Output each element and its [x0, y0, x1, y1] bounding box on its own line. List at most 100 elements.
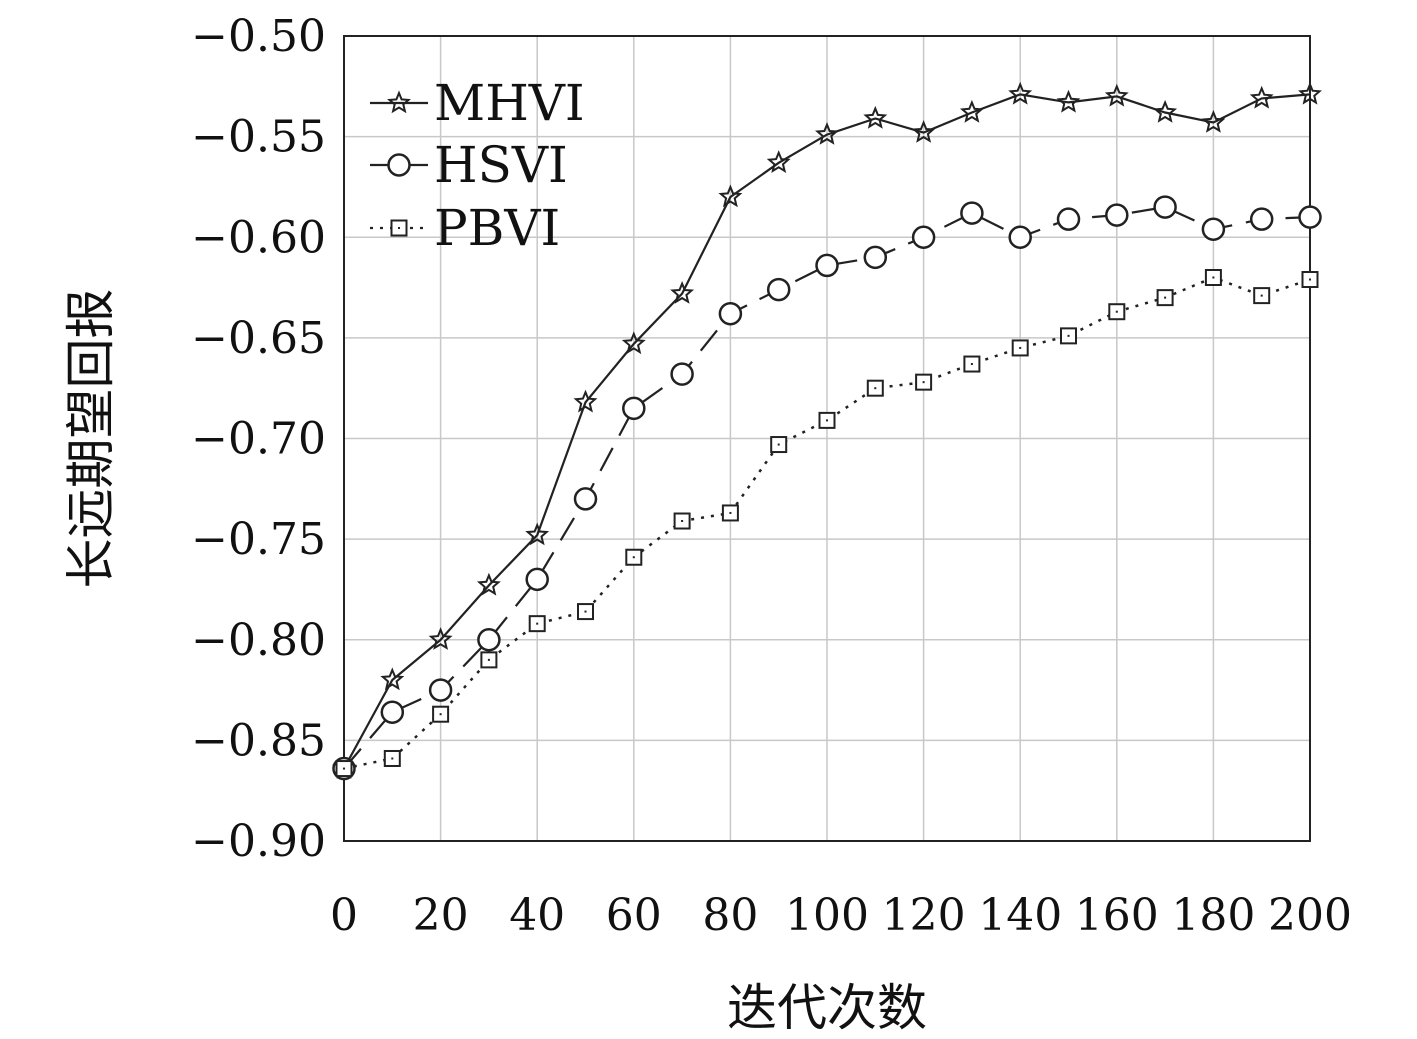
data-point-pbvi — [673, 512, 691, 530]
square-marker-dot — [1260, 294, 1263, 297]
data-point-hsvi — [1008, 225, 1032, 249]
x-tick-label: 60 — [606, 890, 662, 941]
x-tick-label: 180 — [1171, 890, 1255, 941]
y-tick-label: −0.80 — [191, 615, 326, 666]
data-point-hsvi — [573, 487, 598, 511]
square-marker-dot — [632, 556, 635, 559]
data-point-pbvi — [963, 355, 981, 373]
square-marker-dot — [536, 622, 539, 625]
data-point-mhvi — [1249, 85, 1274, 109]
x-tick-label: 0 — [330, 890, 358, 941]
data-point-pbvi — [1253, 287, 1271, 305]
data-point-mhvi — [1298, 81, 1322, 105]
data-point-pbvi — [1204, 269, 1222, 286]
square-marker-dot — [729, 511, 732, 514]
legend-label-mhvi: MHVI — [434, 74, 585, 132]
data-point-pbvi — [625, 548, 643, 566]
y-tick-label: −0.75 — [191, 514, 326, 565]
data-point-hsvi — [1298, 205, 1322, 229]
square-marker-dot — [398, 227, 400, 229]
data-point-hsvi — [960, 201, 984, 225]
data-point-hsvi — [911, 225, 936, 249]
data-point-pbvi — [1011, 339, 1029, 357]
data-point-pbvi — [721, 504, 739, 522]
series-layer — [332, 81, 1322, 781]
square-marker-dot — [1212, 276, 1215, 279]
square-marker-dot — [681, 520, 684, 523]
data-point-mhvi — [380, 667, 405, 691]
data-point-mhvi — [525, 522, 550, 546]
square-marker-dot — [970, 363, 973, 366]
data-point-hsvi — [622, 396, 646, 421]
data-point-pbvi — [528, 615, 546, 633]
data-point-pbvi — [577, 603, 594, 621]
data-point-mhvi — [1008, 81, 1033, 105]
square-marker-dot — [777, 443, 780, 446]
y-axis-title: 长远期望回报 — [62, 289, 120, 589]
y-tick-label: −0.85 — [191, 715, 326, 766]
square-marker-dot — [826, 419, 828, 422]
square-marker-dot — [343, 767, 345, 770]
square-marker-dot — [1115, 310, 1118, 313]
plot-area — [343, 35, 1311, 842]
x-tick-label: 200 — [1268, 890, 1352, 941]
series-line-mhvi — [343, 93, 1311, 770]
data-point-mhvi — [863, 105, 888, 129]
data-point-mhvi — [670, 280, 695, 304]
data-point-hsvi — [1153, 195, 1177, 219]
y-tick-label: −0.70 — [191, 414, 326, 465]
square-marker-dot — [487, 658, 490, 661]
data-point-mhvi — [573, 389, 598, 413]
data-point-mhvi — [959, 99, 984, 123]
data-point-hsvi — [863, 245, 888, 270]
y-tick-label: −0.65 — [191, 313, 326, 364]
x-axis-title: 迭代次数 — [727, 979, 927, 1037]
data-point-hsvi — [718, 301, 743, 326]
x-tick-label: 20 — [413, 890, 469, 941]
data-point-pbvi — [335, 760, 353, 778]
y-tick-label: −0.55 — [191, 112, 326, 163]
data-point-pbvi — [1060, 327, 1077, 345]
data-point-pbvi — [818, 411, 836, 429]
y-tick-label: −0.50 — [191, 11, 326, 62]
series-line-hsvi — [343, 205, 1311, 770]
data-point-hsvi — [428, 678, 453, 702]
data-point-mhvi — [1056, 89, 1081, 113]
data-point-pbvi — [383, 749, 401, 767]
x-tick-label: 160 — [1075, 890, 1159, 941]
x-tick-label: 80 — [702, 890, 758, 941]
square-marker-dot — [874, 387, 877, 390]
data-point-hsvi — [815, 253, 839, 278]
data-point-pbvi — [1108, 303, 1126, 321]
data-point-hsvi — [525, 567, 549, 592]
legend-marker-mhvi — [387, 90, 411, 114]
data-point-pbvi — [1301, 271, 1319, 289]
x-tick-label: 140 — [978, 890, 1062, 941]
data-point-mhvi — [1104, 83, 1129, 107]
x-axis: 0 20 40 60 80 100 120 140 160 180 200 — [330, 890, 1352, 941]
data-point-mhvi — [1153, 99, 1178, 123]
y-tick-label: −0.90 — [191, 816, 326, 867]
data-point-mhvi — [815, 121, 839, 145]
x-tick-label: 120 — [882, 890, 966, 941]
data-point-mhvi — [1201, 109, 1226, 133]
data-point-mhvi — [476, 572, 501, 596]
square-marker-dot — [584, 610, 587, 613]
data-point-mhvi — [428, 627, 453, 650]
square-marker-dot — [439, 713, 442, 716]
x-tick-label: 40 — [509, 890, 565, 941]
legend-label-pbvi: PBVI — [434, 199, 560, 257]
legend-marker-pbvi — [390, 219, 408, 237]
data-point-hsvi — [1105, 203, 1129, 227]
data-point-pbvi — [432, 705, 450, 723]
square-marker-dot — [391, 757, 394, 760]
square-marker-dot — [922, 381, 925, 384]
square-marker-dot — [1067, 334, 1070, 337]
data-point-mhvi — [911, 119, 936, 143]
data-point-hsvi — [1201, 217, 1226, 241]
square-marker-dot — [1164, 296, 1167, 299]
y-axis: −0.90 −0.85 −0.80 −0.75 −0.70 −0.65 −0.60 −0.55… — [191, 11, 326, 867]
data-point-hsvi — [1249, 207, 1274, 231]
